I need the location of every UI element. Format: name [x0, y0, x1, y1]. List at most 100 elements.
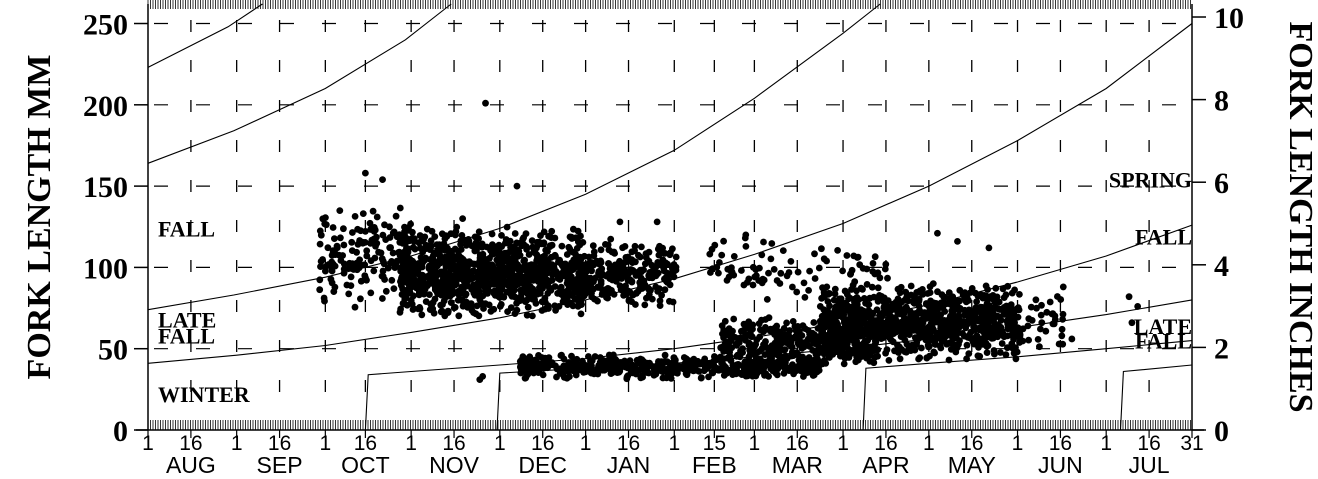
data-point — [490, 287, 498, 295]
data-point — [636, 253, 644, 261]
data-point — [382, 287, 390, 295]
data-point — [947, 331, 954, 339]
data-point — [766, 326, 774, 334]
data-point — [881, 265, 889, 273]
y-tick-label-right: 10 — [1214, 2, 1244, 35]
data-point — [755, 367, 762, 374]
data-point — [655, 285, 663, 293]
data-point — [875, 321, 883, 328]
data-point — [806, 267, 813, 275]
data-point — [826, 322, 834, 330]
data-point — [420, 236, 427, 243]
data-point — [1059, 310, 1067, 318]
data-point — [1014, 306, 1022, 314]
data-point — [443, 280, 450, 288]
data-point — [1058, 332, 1066, 340]
data-point — [903, 305, 911, 313]
data-point — [876, 292, 883, 299]
data-point — [359, 210, 367, 218]
data-point — [623, 290, 631, 297]
data-point — [583, 267, 590, 275]
data-point — [1019, 337, 1027, 345]
data-point — [511, 230, 519, 237]
data-point — [514, 261, 521, 268]
data-point — [557, 285, 564, 293]
data-point — [627, 266, 635, 273]
data-point — [789, 283, 796, 291]
data-point — [477, 282, 485, 289]
data-point — [492, 279, 499, 287]
data-point — [897, 299, 905, 306]
data-point — [868, 283, 876, 291]
data-point — [948, 297, 956, 304]
data-point — [840, 343, 848, 351]
data-point — [373, 213, 381, 221]
data-point — [588, 267, 595, 275]
data-point — [720, 237, 727, 245]
data-point — [535, 369, 542, 376]
data-point — [606, 354, 614, 361]
data-point — [891, 347, 898, 355]
data-point — [588, 261, 596, 269]
data-point — [660, 368, 667, 376]
data-point — [429, 299, 437, 306]
data-point — [1028, 317, 1036, 324]
data-point — [541, 273, 549, 281]
data-point — [465, 258, 473, 266]
data-point — [595, 260, 603, 268]
data-point — [638, 243, 645, 251]
data-point — [440, 268, 448, 276]
data-point — [767, 255, 775, 263]
data-point — [348, 247, 356, 255]
data-point — [672, 253, 680, 261]
data-point — [998, 328, 1006, 335]
data-point — [851, 295, 858, 303]
data-point — [340, 225, 347, 233]
data-point — [929, 305, 937, 313]
data-point — [1043, 308, 1051, 316]
x-tick-label: 16 — [874, 432, 897, 455]
data-point — [849, 325, 857, 332]
data-point — [992, 284, 1000, 292]
data-point — [967, 328, 975, 336]
x-tick-label: 1 — [405, 432, 417, 455]
data-point — [858, 285, 865, 293]
data-point — [637, 374, 645, 382]
data-point — [421, 286, 429, 293]
data-point — [934, 229, 941, 237]
data-point — [956, 286, 964, 294]
data-point — [617, 286, 625, 294]
data-point — [789, 352, 797, 359]
data-point — [831, 285, 839, 293]
data-point — [319, 215, 327, 223]
x-tick-label: 1 — [231, 432, 243, 455]
data-point — [523, 355, 531, 363]
size-curve — [147, 3, 881, 311]
data-point — [401, 263, 409, 271]
data-point — [887, 336, 895, 343]
data-point — [384, 264, 392, 272]
y-axis-label-left: FORK LENGTH MM — [21, 55, 58, 380]
data-point — [606, 363, 613, 371]
data-point — [476, 296, 484, 304]
y-tick-label-left: 250 — [83, 9, 128, 42]
data-point — [415, 287, 423, 295]
data-point — [354, 225, 361, 233]
data-point — [581, 285, 589, 293]
data-point — [778, 330, 785, 338]
data-point — [768, 240, 776, 247]
data-point — [330, 288, 338, 295]
data-point — [1059, 340, 1067, 348]
data-point — [416, 244, 424, 252]
data-point — [337, 257, 345, 264]
data-point — [805, 287, 812, 294]
data-point — [785, 269, 793, 276]
data-point — [327, 275, 335, 283]
data-point — [819, 347, 827, 355]
data-point — [447, 265, 455, 273]
data-point — [742, 332, 749, 340]
data-point — [475, 228, 483, 236]
x-tick-label: 1 — [837, 432, 849, 455]
data-point — [939, 299, 947, 307]
data-point — [961, 306, 969, 314]
